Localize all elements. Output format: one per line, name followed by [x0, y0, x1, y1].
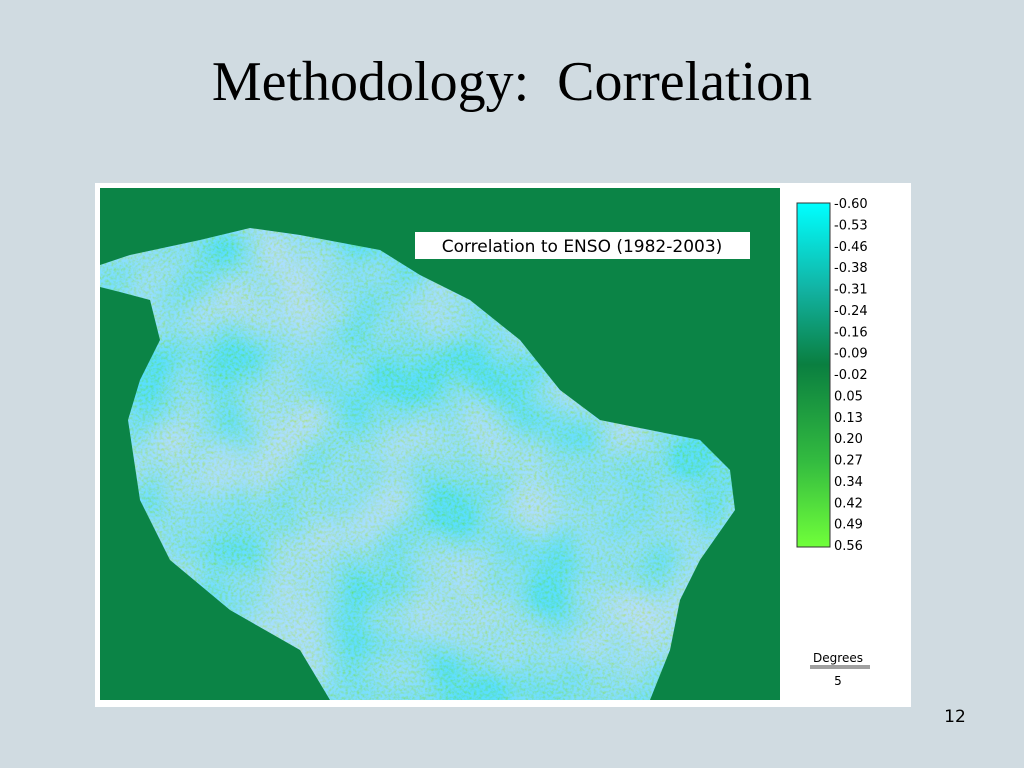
caption-box — [415, 232, 750, 259]
map-land — [100, 228, 735, 700]
legend-label: 0.56 — [834, 539, 863, 554]
legend-label: 0.42 — [834, 496, 863, 511]
legend-label: -0.60 — [834, 197, 868, 212]
legend-label: -0.31 — [834, 283, 868, 298]
legend-label: -0.38 — [834, 261, 868, 276]
legend-label: 0.34 — [834, 475, 863, 490]
scale-value: 5 — [834, 674, 842, 688]
legend-label: -0.09 — [834, 347, 868, 362]
slide-title: Methodology: Correlation — [212, 51, 812, 113]
legend-label: -0.24 — [834, 304, 868, 319]
legend-label: -0.16 — [834, 325, 868, 340]
scale-title: Degrees — [813, 651, 863, 665]
legend-label: 0.27 — [834, 454, 863, 469]
legend-label: 0.49 — [834, 518, 863, 533]
legend-label: 0.13 — [834, 411, 863, 426]
legend-label: -0.53 — [834, 218, 868, 233]
legend-label: -0.02 — [834, 368, 868, 383]
page-number: 12 — [944, 707, 966, 727]
legend-label: 0.20 — [834, 432, 863, 447]
legend-label: -0.46 — [834, 240, 868, 255]
legend-label: 0.05 — [834, 389, 863, 404]
map-caption: Correlation to ENSO (1982-2003) — [442, 237, 723, 257]
color-bar — [796, 202, 831, 548]
scale-bar — [810, 665, 870, 669]
